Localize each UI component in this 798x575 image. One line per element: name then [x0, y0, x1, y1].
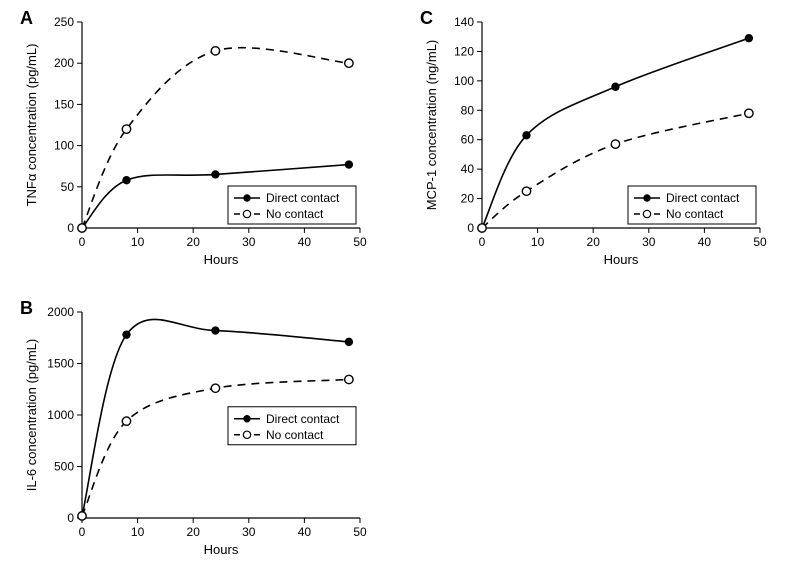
ytick-label: 1500 — [47, 357, 74, 371]
panel-b: B 0 500 1000 1500 2000 0 10 20 30 40 50 Hours IL-6 c… — [20, 300, 380, 560]
xtick-label: 30 — [642, 235, 656, 249]
series-marker-direct — [122, 330, 130, 338]
panel-c-label: C — [420, 8, 433, 29]
x-axis-label: Hours — [204, 542, 239, 557]
y-axis-label: TNFα concentration (pg/mL) — [24, 44, 39, 207]
series-marker-nocontact — [78, 512, 86, 520]
ytick-label: 2000 — [47, 305, 74, 319]
xtick-label: 40 — [298, 235, 312, 249]
series-marker-direct — [211, 326, 219, 334]
ytick-label: 250 — [54, 15, 74, 29]
ytick-label: 0 — [467, 221, 474, 235]
xtick-label: 20 — [187, 525, 201, 539]
chart-a: 0 50 100 150 200 250 0 10 20 30 40 50 Hours TNFα conc… — [20, 10, 380, 270]
series-marker-direct — [345, 338, 353, 346]
series-marker-nocontact — [211, 384, 219, 392]
ytick-label: 0 — [67, 221, 74, 235]
series-marker-direct — [211, 170, 219, 178]
ytick-label: 200 — [54, 56, 74, 70]
ytick-label: 20 — [461, 192, 475, 206]
series-marker-nocontact — [211, 47, 219, 55]
series-marker-nocontact — [78, 224, 86, 232]
ytick-label: 80 — [461, 103, 475, 117]
xtick-label: 10 — [131, 525, 145, 539]
xtick-label: 10 — [531, 235, 545, 249]
xtick-label: 50 — [753, 235, 767, 249]
y-axis-label: IL-6 concentration (pg/mL) — [24, 339, 39, 491]
y-axis-label: MCP-1 concentration (ng/mL) — [424, 40, 439, 211]
ytick-label: 140 — [454, 15, 474, 29]
figure-root: A 05010015020025001020304050HoursTNFα co… — [10, 10, 788, 565]
ytick-label: 40 — [461, 162, 475, 176]
legend-label-nocontact: No contact — [266, 428, 324, 442]
chart-b: 0 500 1000 1500 2000 0 10 20 30 40 50 Hours IL-6 con… — [20, 300, 380, 560]
legend-label-nocontact: No contact — [666, 207, 724, 221]
xtick-label: 0 — [79, 235, 86, 249]
panel-a: A 0 50 100 150 200 250 0 10 20 30 40 50 Hours TNFα co… — [20, 10, 380, 270]
ytick-label: 150 — [54, 97, 74, 111]
series-marker-direct — [345, 160, 353, 168]
xtick-label: 30 — [242, 235, 256, 249]
x-axis-label: Hours — [604, 252, 639, 267]
series-marker-direct — [745, 34, 753, 42]
series-marker-nocontact — [345, 375, 353, 383]
ytick-label: 0 — [67, 511, 74, 525]
series-line-nocontact — [82, 379, 349, 515]
ytick-label: 120 — [454, 44, 474, 58]
panel-a-label: A — [20, 8, 33, 29]
xtick-label: 10 — [131, 235, 145, 249]
series-marker-direct — [611, 83, 619, 91]
xtick-label: 0 — [79, 525, 86, 539]
ytick-label: 60 — [461, 133, 475, 147]
xtick-label: 50 — [353, 525, 367, 539]
series-marker-direct — [122, 176, 130, 184]
x-axis-label: Hours — [204, 252, 239, 267]
ytick-label: 50 — [61, 180, 75, 194]
ytick-label: 500 — [54, 460, 74, 474]
series-marker-nocontact — [611, 140, 619, 148]
ytick-label: 1000 — [47, 408, 74, 422]
series-marker-direct — [522, 131, 530, 139]
legend-label-direct: Direct contact — [666, 191, 740, 205]
chart-c: 0 20 40 60 80 100 120 140 0 10 20 30 40 50 Hours MCP-1 … — [420, 10, 780, 270]
ytick-label: 100 — [54, 139, 74, 153]
legend-label-nocontact: No contact — [266, 207, 324, 221]
series-marker-nocontact — [478, 224, 486, 232]
xtick-label: 0 — [479, 235, 486, 249]
panel-b-label: B — [20, 298, 33, 319]
series-marker-nocontact — [122, 417, 130, 425]
xtick-label: 30 — [242, 525, 256, 539]
xtick-label: 20 — [587, 235, 601, 249]
xtick-label: 40 — [698, 235, 712, 249]
xtick-label: 50 — [353, 235, 367, 249]
series-marker-nocontact — [122, 125, 130, 133]
xtick-label: 20 — [187, 235, 201, 249]
series-marker-nocontact — [345, 59, 353, 67]
panel-c: C 0 20 40 60 80 100 120 140 0 10 20 30 40 50 Hours MCP-… — [420, 10, 780, 270]
ytick-label: 100 — [454, 74, 474, 88]
legend-label-direct: Direct contact — [266, 412, 340, 426]
xtick-label: 40 — [298, 525, 312, 539]
series-marker-nocontact — [745, 109, 753, 117]
series-marker-nocontact — [522, 187, 530, 195]
legend-label-direct: Direct contact — [266, 191, 340, 205]
